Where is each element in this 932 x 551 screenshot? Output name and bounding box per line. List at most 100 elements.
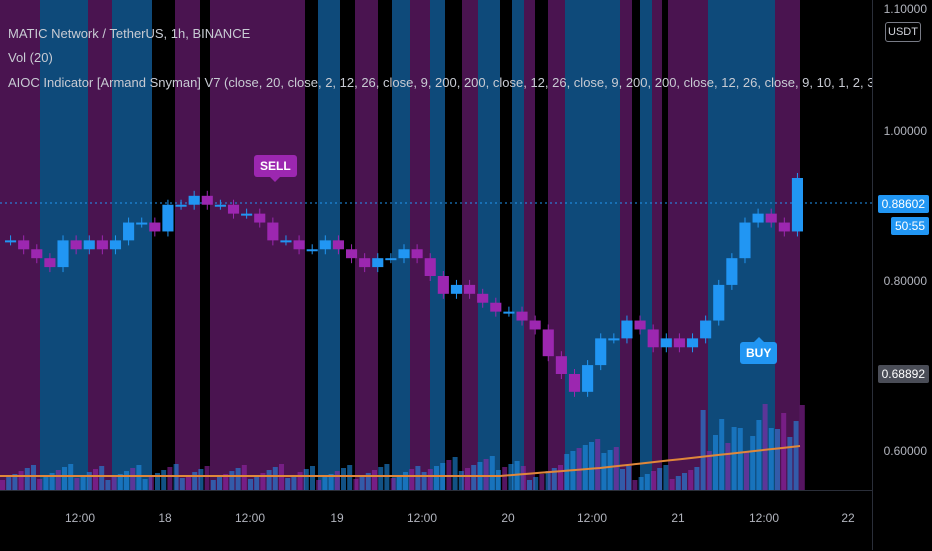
- candle-body: [70, 240, 82, 250]
- volume-bar: [117, 474, 123, 490]
- signal-band: [478, 0, 500, 490]
- candle-body: [345, 249, 358, 259]
- symbol-legend[interactable]: MATIC Network / TetherUS, 1h, BINANCE: [8, 26, 251, 41]
- volume-bar: [427, 469, 433, 490]
- candle-body: [175, 204, 187, 207]
- volume-bar: [415, 466, 421, 490]
- signal-band: [548, 0, 565, 490]
- volume-bar: [483, 459, 489, 490]
- volume-bar: [421, 472, 427, 490]
- volume-bar: [266, 470, 272, 490]
- volume-legend[interactable]: Vol (20): [8, 50, 53, 65]
- price-tick: 1.00000: [883, 124, 927, 138]
- volume-bar: [403, 472, 408, 490]
- volume-bar: [694, 467, 700, 490]
- time-tick: 22: [841, 511, 855, 525]
- time-tick: 21: [671, 511, 685, 525]
- volume-bar: [632, 480, 638, 490]
- volume-bar: [651, 471, 656, 490]
- volume-bar: [136, 465, 142, 490]
- volume-bar: [80, 475, 86, 490]
- volume-bar: [799, 405, 805, 490]
- price-tick: 0.80000: [883, 274, 927, 288]
- volume-bar: [235, 468, 241, 490]
- time-tick: 12:00: [748, 511, 780, 525]
- signal-band: [392, 0, 410, 490]
- candle-body: [332, 240, 344, 250]
- chart-area[interactable]: MATIC Network / TetherUS, 1h, BINANCE Vo…: [0, 0, 872, 490]
- candle-body: [18, 240, 30, 250]
- volume-bar: [390, 478, 396, 490]
- volume-bar: [613, 447, 619, 490]
- candlestick-plot[interactable]: [0, 0, 872, 490]
- currency-button[interactable]: USDT: [885, 22, 921, 42]
- countdown-label: 50:55: [890, 217, 929, 235]
- signal-band: [775, 0, 800, 490]
- candle-body: [254, 213, 266, 223]
- volume-bar: [737, 428, 743, 490]
- candle-body: [359, 258, 371, 268]
- volume-bar: [465, 468, 470, 490]
- volume-bar: [657, 468, 663, 490]
- signal-band: [210, 0, 305, 490]
- volume-bar: [589, 442, 594, 490]
- candle-body: [739, 222, 751, 259]
- signal-band: [524, 0, 535, 490]
- volume-bar: [409, 469, 415, 490]
- candle-body: [686, 338, 699, 348]
- volume-bar: [43, 476, 49, 490]
- volume-bar: [179, 478, 185, 490]
- time-tick: 19: [330, 511, 344, 525]
- volume-bar: [731, 427, 737, 490]
- volume-bar: [130, 468, 136, 490]
- volume-bar: [334, 471, 340, 490]
- volume-bar: [700, 410, 706, 490]
- volume-bar: [595, 439, 601, 490]
- candle-body: [5, 240, 17, 243]
- volume-bar: [768, 428, 774, 490]
- volume-bar: [186, 475, 191, 490]
- candle-body: [96, 240, 108, 250]
- indicator-legend[interactable]: AIOC Indicator [Armand Snyman] V7 (close…: [8, 75, 872, 90]
- price-axis[interactable]: USDT 1.10000 1.00000 0.80000 0.60000 0.8…: [872, 0, 932, 550]
- candle-body: [372, 258, 384, 268]
- time-tick: 18: [158, 511, 172, 525]
- candle-body: [647, 329, 659, 348]
- volume-bar: [86, 472, 92, 490]
- volume-bar: [365, 473, 371, 490]
- candle-body: [437, 276, 449, 294]
- volume-bar: [322, 477, 328, 490]
- volume-bar: [582, 445, 588, 490]
- volume-bar: [217, 477, 222, 490]
- volume-bar: [316, 480, 322, 490]
- candle-body: [621, 320, 633, 339]
- candle-body: [201, 195, 213, 205]
- time-tick: 12:00: [234, 511, 266, 525]
- volume-bar: [192, 472, 198, 490]
- volume-bar: [762, 404, 768, 490]
- volume-bar: [744, 452, 749, 490]
- volume-bar: [347, 465, 353, 490]
- candle-body: [726, 258, 738, 285]
- candle-body: [490, 302, 502, 312]
- volume-bar: [607, 450, 613, 490]
- volume-bar: [750, 436, 756, 490]
- candle-body: [293, 240, 305, 250]
- candle-body: [411, 249, 423, 259]
- volume-bar: [272, 467, 278, 490]
- candle-body: [267, 222, 279, 241]
- time-axis[interactable]: 12:00 18 12:00 19 12:00 20 12:00 21 12:0…: [0, 490, 872, 551]
- volume-bar: [781, 413, 787, 490]
- candle-body: [464, 284, 476, 294]
- candle-body: [241, 213, 253, 216]
- volume-bar: [111, 477, 117, 490]
- volume-bar: [161, 470, 167, 490]
- volume-bar: [620, 469, 625, 490]
- volume-bar: [471, 465, 477, 490]
- volume-bar: [303, 469, 309, 490]
- current-price-label: 0.88602: [877, 195, 929, 213]
- signal-band: [668, 0, 708, 490]
- candle-body: [227, 204, 240, 214]
- volume-bar: [328, 474, 334, 490]
- volume-bar: [223, 474, 229, 490]
